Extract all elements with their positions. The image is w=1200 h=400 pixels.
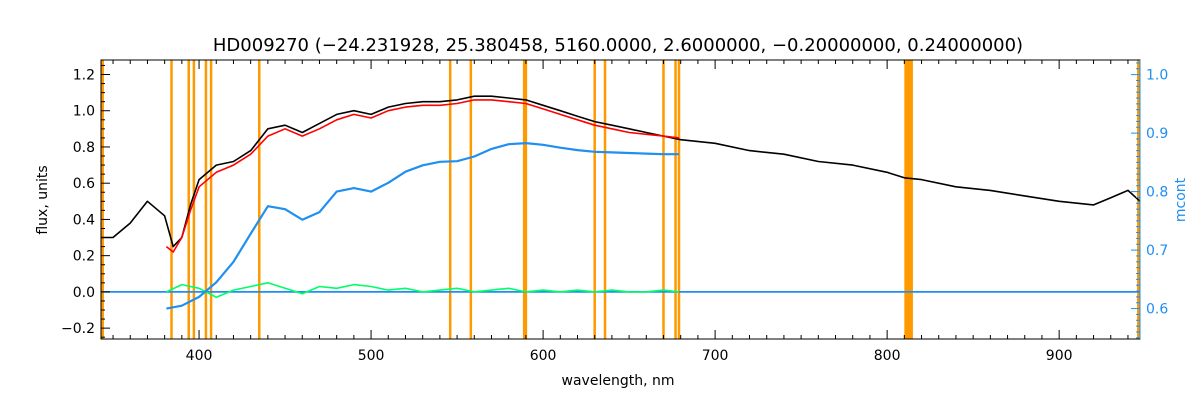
right-axis-ticks: 0.6 0.7 0.8 0.9 1.0 <box>1131 62 1168 339</box>
y-tick-label: 0.0 <box>73 285 95 301</box>
y-axis-label: flux, units <box>35 165 51 234</box>
y-tick-label: 0.8 <box>73 140 95 156</box>
x-axis-label: wavelength, nm <box>562 373 675 389</box>
x-axis-ticks: 400 500 600 700 800 900 <box>112 60 1129 364</box>
y-tick-label: 0.4 <box>73 212 95 228</box>
continuum-series-line <box>166 142 679 310</box>
right-axis-tick-label: 0.9 <box>1146 126 1168 142</box>
mask-band <box>904 60 913 339</box>
right-axis-tick-label: 0.6 <box>1146 302 1168 318</box>
observed-series-line <box>101 95 1141 248</box>
chart-title: HD009270 (−24.231928, 25.380458, 5160.00… <box>213 35 1023 56</box>
y-axis-ticks: −0.2 0.0 0.2 0.4 0.6 0.8 1.0 1.2 <box>61 64 110 338</box>
right-axis-tick-label: 0.8 <box>1146 185 1168 201</box>
model-series-line <box>165 99 680 253</box>
y-tick-label: 1.0 <box>73 104 95 120</box>
series-layer <box>101 95 1141 310</box>
right-axis-tick-label: 1.0 <box>1146 68 1168 84</box>
y-tick-label: 0.2 <box>73 249 95 265</box>
residual-series-line <box>166 281 680 299</box>
x-tick-label: 500 <box>358 348 385 364</box>
x-tick-label: 600 <box>530 348 557 364</box>
x-tick-label: 900 <box>1046 348 1073 364</box>
x-tick-label: 800 <box>874 348 901 364</box>
right-axis-label: mcont <box>1173 177 1189 222</box>
y-tick-label: −0.2 <box>61 321 95 337</box>
x-tick-label: 400 <box>186 348 213 364</box>
right-axis-tick-label: 0.7 <box>1146 243 1168 259</box>
y-tick-label: 1.2 <box>73 67 95 83</box>
y-tick-label: 0.6 <box>73 176 95 192</box>
x-tick-label: 700 <box>702 348 729 364</box>
